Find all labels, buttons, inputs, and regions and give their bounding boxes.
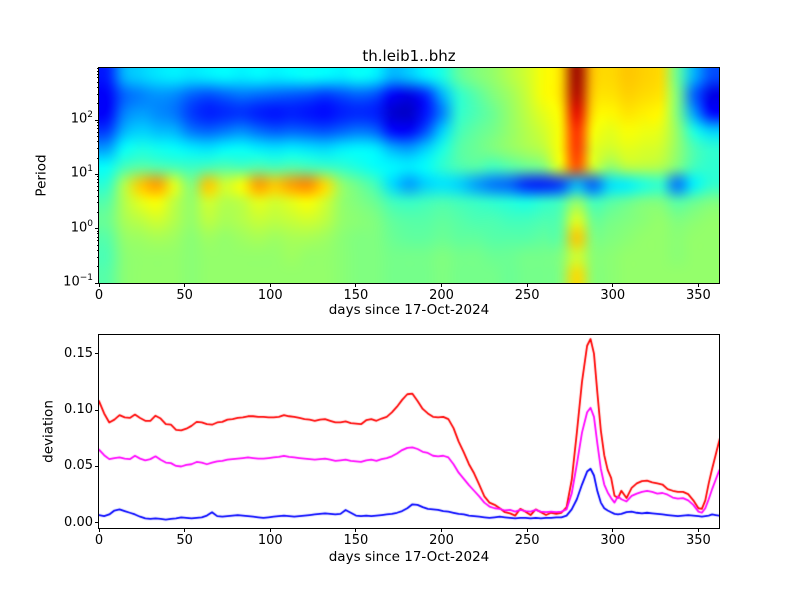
x-tick-label: 100: [257, 288, 283, 303]
x-tick-label: 0: [94, 288, 104, 303]
x-tick-label: 300: [600, 288, 626, 303]
plot-title: th.leib1..bhz: [362, 47, 456, 65]
x-axis-label-top: days since 17-Oct-2024: [328, 302, 490, 318]
spectrogram-axes-frame: [98, 67, 720, 284]
x-tick-label: 250: [514, 288, 540, 303]
y-tick-label: 102: [70, 110, 93, 127]
y-tick-label: 100: [70, 218, 93, 236]
y-axis-label-deviation: deviation: [40, 400, 57, 463]
x-tick-label: 50: [176, 533, 193, 548]
x-tick-label: 0: [94, 533, 104, 548]
x-tick-label: 350: [686, 533, 711, 548]
x-tick-label: 200: [429, 533, 454, 548]
x-tick-label: 200: [429, 288, 454, 303]
deviation-line-chart: [99, 335, 719, 528]
y-tick-label: 0.05: [64, 458, 93, 474]
y-tick-label: 101: [70, 164, 93, 181]
x-tick-label: 350: [686, 288, 711, 303]
y-tick-label: 0.15: [64, 345, 93, 361]
x-tick-label: 300: [600, 533, 626, 548]
y-tick-label: 10−1: [63, 273, 93, 290]
line-axes-frame: [98, 334, 720, 529]
x-tick-label: 250: [514, 533, 540, 548]
y-tick-label: 0.00: [64, 514, 93, 530]
x-tick-label: 150: [343, 533, 369, 548]
x-axis-label-bottom: days since 17-Oct-2024: [328, 549, 490, 565]
y-axis-label-period: Period: [33, 154, 50, 197]
y-tick-label: 0.10: [64, 402, 93, 418]
x-tick-label: 50: [176, 288, 193, 303]
spectrogram-heatmap: [99, 68, 719, 283]
x-tick-label: 150: [343, 288, 369, 303]
x-tick-label: 100: [257, 533, 283, 548]
